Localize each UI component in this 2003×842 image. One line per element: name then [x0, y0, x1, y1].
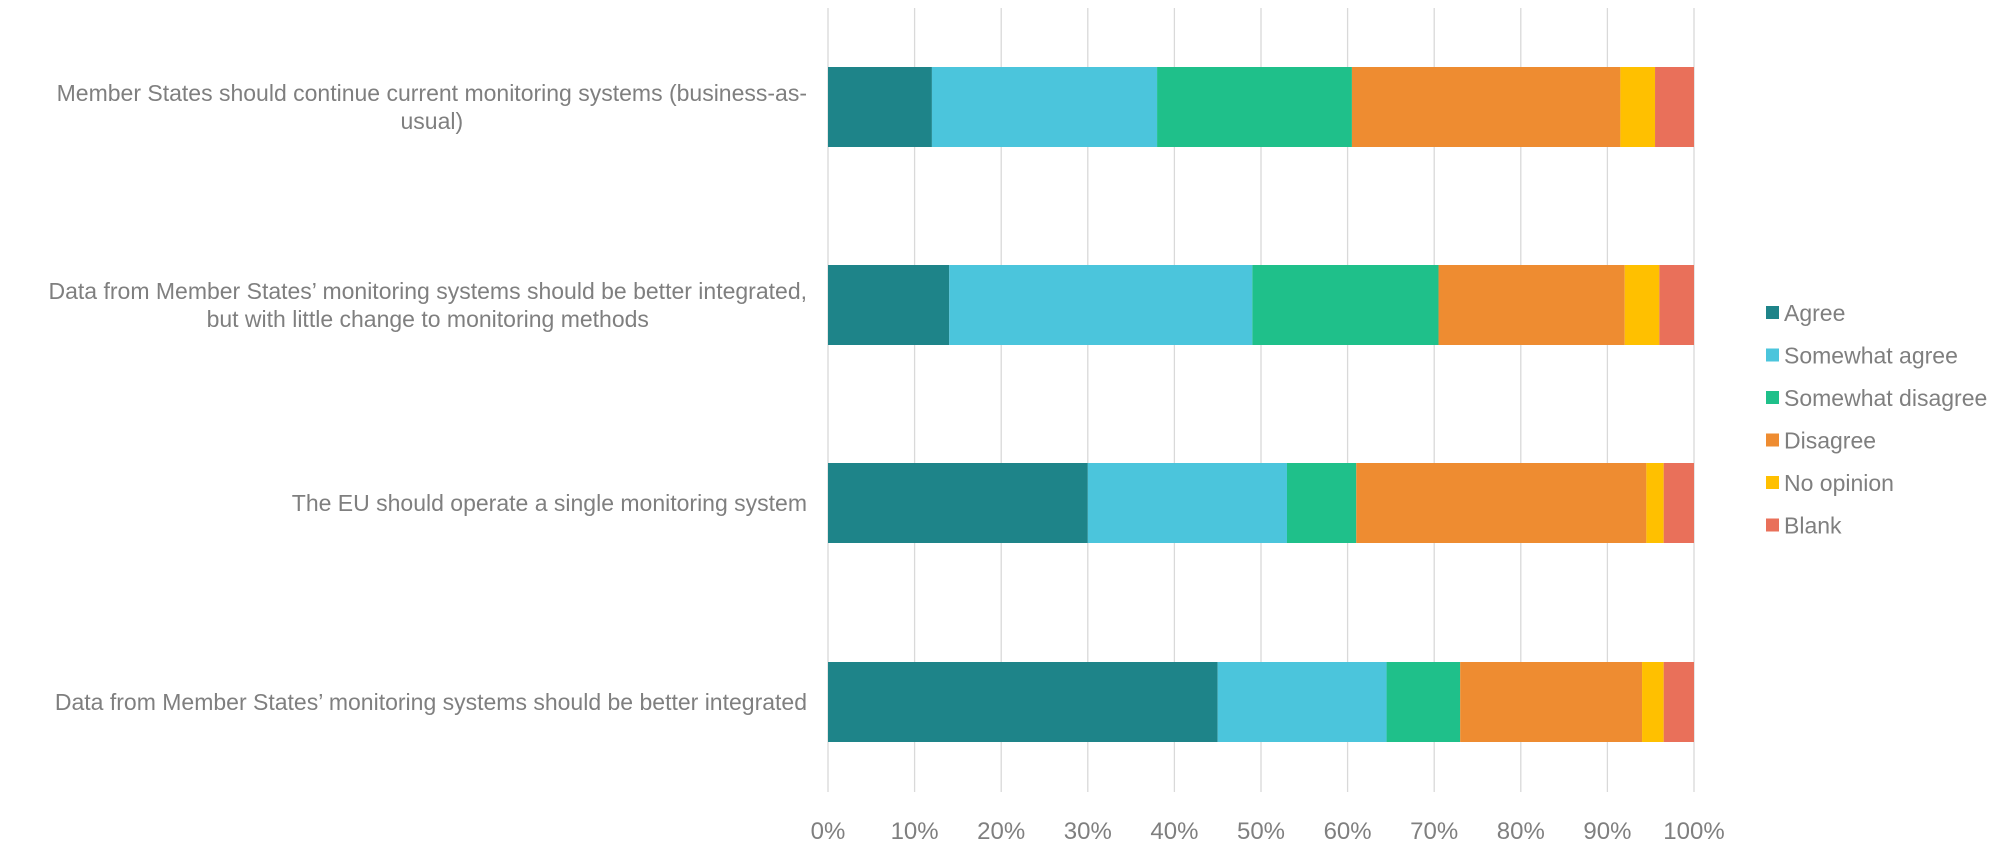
bar-segment	[1356, 463, 1647, 543]
x-tick-label: 30%	[1064, 818, 1112, 842]
category-label: but with little change to monitoring met…	[207, 306, 649, 332]
category-label: Data from Member States’ monitoring syst…	[49, 278, 808, 304]
x-axis-ticks: 0% 10% 20% 30% 40% 50% 60% 70% 80% 90% 100%	[811, 818, 1725, 842]
bar-segment	[828, 67, 932, 147]
x-tick-label: 70%	[1410, 818, 1458, 842]
legend-label: Blank	[1784, 513, 1842, 539]
bars	[828, 67, 1694, 742]
legend-label: Disagree	[1784, 428, 1876, 454]
legend-swatch	[1766, 476, 1779, 489]
bar-segment	[1663, 662, 1694, 742]
bar-segment	[1642, 662, 1664, 742]
bar-segment	[1624, 265, 1660, 345]
bar-segment	[931, 67, 1158, 147]
bar-segment	[1620, 67, 1656, 147]
bar-segment	[828, 463, 1088, 543]
legend-label: Agree	[1784, 300, 1845, 326]
bar-segment	[1217, 662, 1387, 742]
x-tick-label: 50%	[1237, 818, 1285, 842]
bar-segment	[828, 662, 1218, 742]
x-tick-label: 40%	[1150, 818, 1198, 842]
bar-segment	[1252, 265, 1439, 345]
legend: Agree Somewhat agree Somewhat disagree Disa…	[1766, 300, 1987, 539]
x-tick-label: 90%	[1583, 818, 1631, 842]
bar-segment	[1157, 67, 1352, 147]
bar-segment	[1659, 265, 1694, 345]
legend-swatch	[1766, 433, 1779, 447]
category-label: Data from Member States’ monitoring syst…	[55, 689, 807, 715]
x-tick-label: 60%	[1324, 818, 1372, 842]
legend-label: Somewhat disagree	[1784, 385, 1987, 411]
category-label: Member States should continue current mo…	[57, 80, 807, 106]
bar-segment	[1655, 67, 1694, 147]
bar-segment	[1386, 662, 1461, 742]
legend-swatch	[1766, 306, 1779, 319]
legend-swatch	[1766, 518, 1779, 532]
bar-segment	[1286, 463, 1357, 543]
x-tick-label: 80%	[1497, 818, 1545, 842]
x-tick-label: 100%	[1663, 818, 1724, 842]
legend-swatch	[1766, 348, 1779, 362]
x-tick-label: 0%	[811, 818, 846, 842]
legend-swatch	[1766, 391, 1779, 404]
x-tick-label: 10%	[891, 818, 939, 842]
legend-label: No opinion	[1784, 470, 1894, 496]
bar-segment	[1663, 463, 1694, 543]
bar-segment	[828, 265, 950, 345]
bar-segment	[1087, 463, 1287, 543]
bar-segment	[1646, 463, 1664, 543]
category-label: usual)	[400, 108, 463, 134]
x-tick-label: 20%	[977, 818, 1025, 842]
bar-segment	[1351, 67, 1621, 147]
bar-segment	[1438, 265, 1625, 345]
category-label: The EU should operate a single monitorin…	[292, 490, 807, 516]
legend-label: Somewhat agree	[1784, 343, 1958, 369]
category-labels: Member States should continue current mo…	[49, 80, 808, 715]
bar-segment	[949, 265, 1253, 345]
bar-segment	[1460, 662, 1643, 742]
